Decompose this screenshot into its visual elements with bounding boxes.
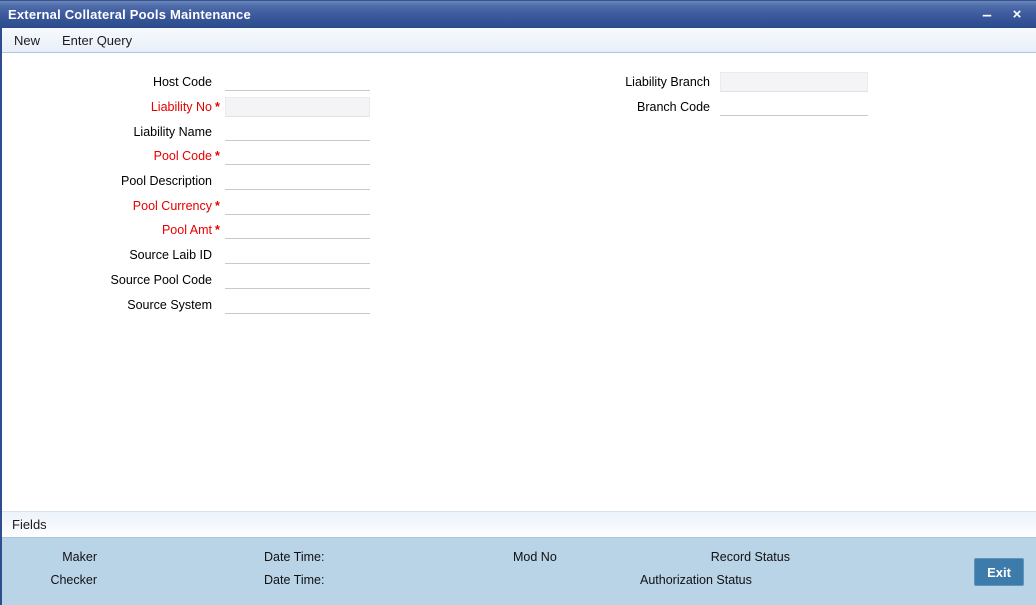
required-marker: * xyxy=(215,198,220,213)
liability-no-input xyxy=(225,97,370,118)
branch-code-label: Branch Code xyxy=(637,100,710,115)
pool-description-input[interactable] xyxy=(225,172,370,191)
host-code-label: Host Code xyxy=(152,75,212,90)
form-row-pool-description: Pool Description xyxy=(2,169,370,194)
liability-branch-label: Liability Branch xyxy=(625,75,710,90)
form-left-column: Host Code Liability No * Liability Name … xyxy=(2,70,370,317)
host-code-input[interactable] xyxy=(225,73,370,92)
pool-code-label: Pool Code xyxy=(153,149,212,164)
source-laib-id-label: Source Laib ID xyxy=(129,248,212,263)
authorization-status-label: Authorization Status xyxy=(640,573,790,588)
new-button[interactable]: New xyxy=(14,32,41,48)
form-right-column: Liability Branch Branch Code xyxy=(492,70,868,119)
pool-amt-input[interactable] xyxy=(225,221,370,240)
pool-currency-input[interactable] xyxy=(225,196,370,215)
toolbar: New Enter Query xyxy=(2,28,1036,53)
form-row-branch-code: Branch Code xyxy=(492,95,868,120)
window-body: New Enter Query Host Code Liability No *… xyxy=(0,28,1036,605)
required-marker: * xyxy=(215,223,220,238)
audit-footer: Maker Checker Date Time: Date Time: Mod … xyxy=(2,537,1036,605)
checker-label: Checker xyxy=(50,573,97,587)
liability-branch-input xyxy=(720,72,868,93)
pool-code-input[interactable] xyxy=(225,147,370,166)
checker-datetime-label: Date Time: xyxy=(264,573,325,587)
enter-query-button[interactable]: Enter Query xyxy=(62,32,133,48)
form-area: Host Code Liability No * Liability Name … xyxy=(2,53,1036,511)
liability-no-label: Liability No xyxy=(150,100,212,115)
source-pool-code-label: Source Pool Code xyxy=(110,272,212,287)
pool-currency-label: Pool Currency xyxy=(132,198,212,213)
form-row-source-pool-code: Source Pool Code xyxy=(2,268,370,293)
minimize-icon[interactable]: – xyxy=(982,5,992,24)
mod-no-label: Mod No xyxy=(513,550,557,564)
form-row-pool-amt: Pool Amt * xyxy=(2,218,370,243)
source-system-label: Source System xyxy=(127,297,212,312)
liability-name-label: Liability Name xyxy=(133,124,212,139)
form-row-host-code: Host Code xyxy=(2,70,370,95)
maker-datetime-label: Date Time: xyxy=(264,550,325,564)
record-status-label: Record Status xyxy=(710,550,790,564)
fields-link-bar: Fields xyxy=(2,511,1036,537)
form-row-liability-branch: Liability Branch xyxy=(492,70,868,95)
required-marker: * xyxy=(215,100,220,115)
window-controls: – × xyxy=(980,5,1024,24)
form-row-liability-no: Liability No * xyxy=(2,95,370,120)
form-row-liability-name: Liability Name xyxy=(2,119,370,144)
pool-description-label: Pool Description xyxy=(120,174,212,189)
form-row-source-system: Source System xyxy=(2,292,370,317)
form-row-source-laib-id: Source Laib ID xyxy=(2,243,370,268)
window-title: External Collateral Pools Maintenance xyxy=(8,7,251,22)
required-marker: * xyxy=(215,149,220,164)
source-system-input[interactable] xyxy=(225,295,370,314)
source-pool-code-input[interactable] xyxy=(225,270,370,289)
form-row-pool-code: Pool Code * xyxy=(2,144,370,169)
form-row-pool-currency: Pool Currency * xyxy=(2,193,370,218)
authorization-status-text: Authorization Status xyxy=(640,573,752,587)
titlebar: External Collateral Pools Maintenance – … xyxy=(0,0,1036,28)
maker-label: Maker xyxy=(62,550,97,564)
exit-button[interactable]: Exit xyxy=(974,558,1024,586)
source-laib-id-input[interactable] xyxy=(225,246,370,265)
pool-amt-label: Pool Amt xyxy=(161,223,212,238)
liability-name-input[interactable] xyxy=(225,122,370,141)
branch-code-input[interactable] xyxy=(720,98,868,117)
fields-link[interactable]: Fields xyxy=(12,517,47,532)
close-icon[interactable]: × xyxy=(1012,6,1022,23)
